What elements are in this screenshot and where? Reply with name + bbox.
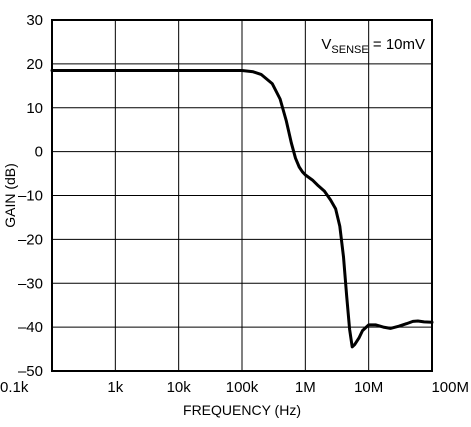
x-tick-label: 10M <box>354 379 383 396</box>
x-axis-label: FREQUENCY (Hz) <box>183 402 301 418</box>
grid-lines <box>52 20 432 371</box>
tick-labels: 0.1k 1k 10k 100k 1M 10M 100M 30 20 10 0 –10 –20 –30 –4… <box>0 12 469 396</box>
vsense-annotation-subscript: SENSE <box>331 44 368 56</box>
x-tick-label: 0.1k <box>0 379 29 396</box>
vsense-annotation: VSENSE = 10mV <box>321 36 425 56</box>
y-tick-label: –50 <box>18 363 43 380</box>
x-tick-label: 100k <box>226 379 259 396</box>
y-tick-label: –40 <box>18 319 43 336</box>
vsense-annotation-suffix: = 10mV <box>369 36 425 53</box>
y-tick-label: 20 <box>26 56 43 73</box>
y-tick-label: –30 <box>18 275 43 292</box>
x-tick-label: 1M <box>295 379 316 396</box>
y-tick-label: 30 <box>26 12 43 29</box>
y-tick-label: 10 <box>26 100 43 117</box>
y-tick-label: –10 <box>18 188 43 205</box>
vsense-annotation-main: V <box>321 36 331 53</box>
gain-curve <box>50 69 434 349</box>
x-tick-label: 1k <box>107 379 123 396</box>
plot-frame <box>51 19 433 372</box>
y-tick-label: 0 <box>35 144 43 161</box>
y-tick-label: –20 <box>18 231 43 248</box>
x-tick-label: 100M <box>431 379 469 396</box>
y-axis-label: GAIN (dB) <box>2 163 18 228</box>
x-tick-label: 10k <box>167 379 192 396</box>
